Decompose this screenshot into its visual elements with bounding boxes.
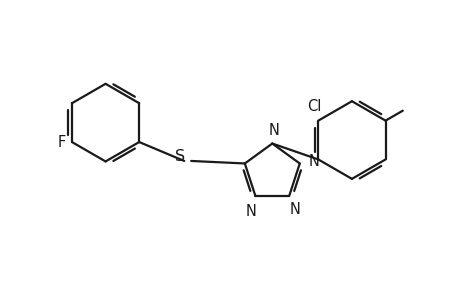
Text: N: N bbox=[308, 154, 319, 169]
Text: Cl: Cl bbox=[307, 99, 321, 114]
Text: S: S bbox=[175, 149, 185, 164]
Text: F: F bbox=[58, 134, 66, 149]
Text: N: N bbox=[246, 204, 256, 219]
Text: N: N bbox=[268, 123, 279, 138]
Text: N: N bbox=[289, 202, 300, 217]
